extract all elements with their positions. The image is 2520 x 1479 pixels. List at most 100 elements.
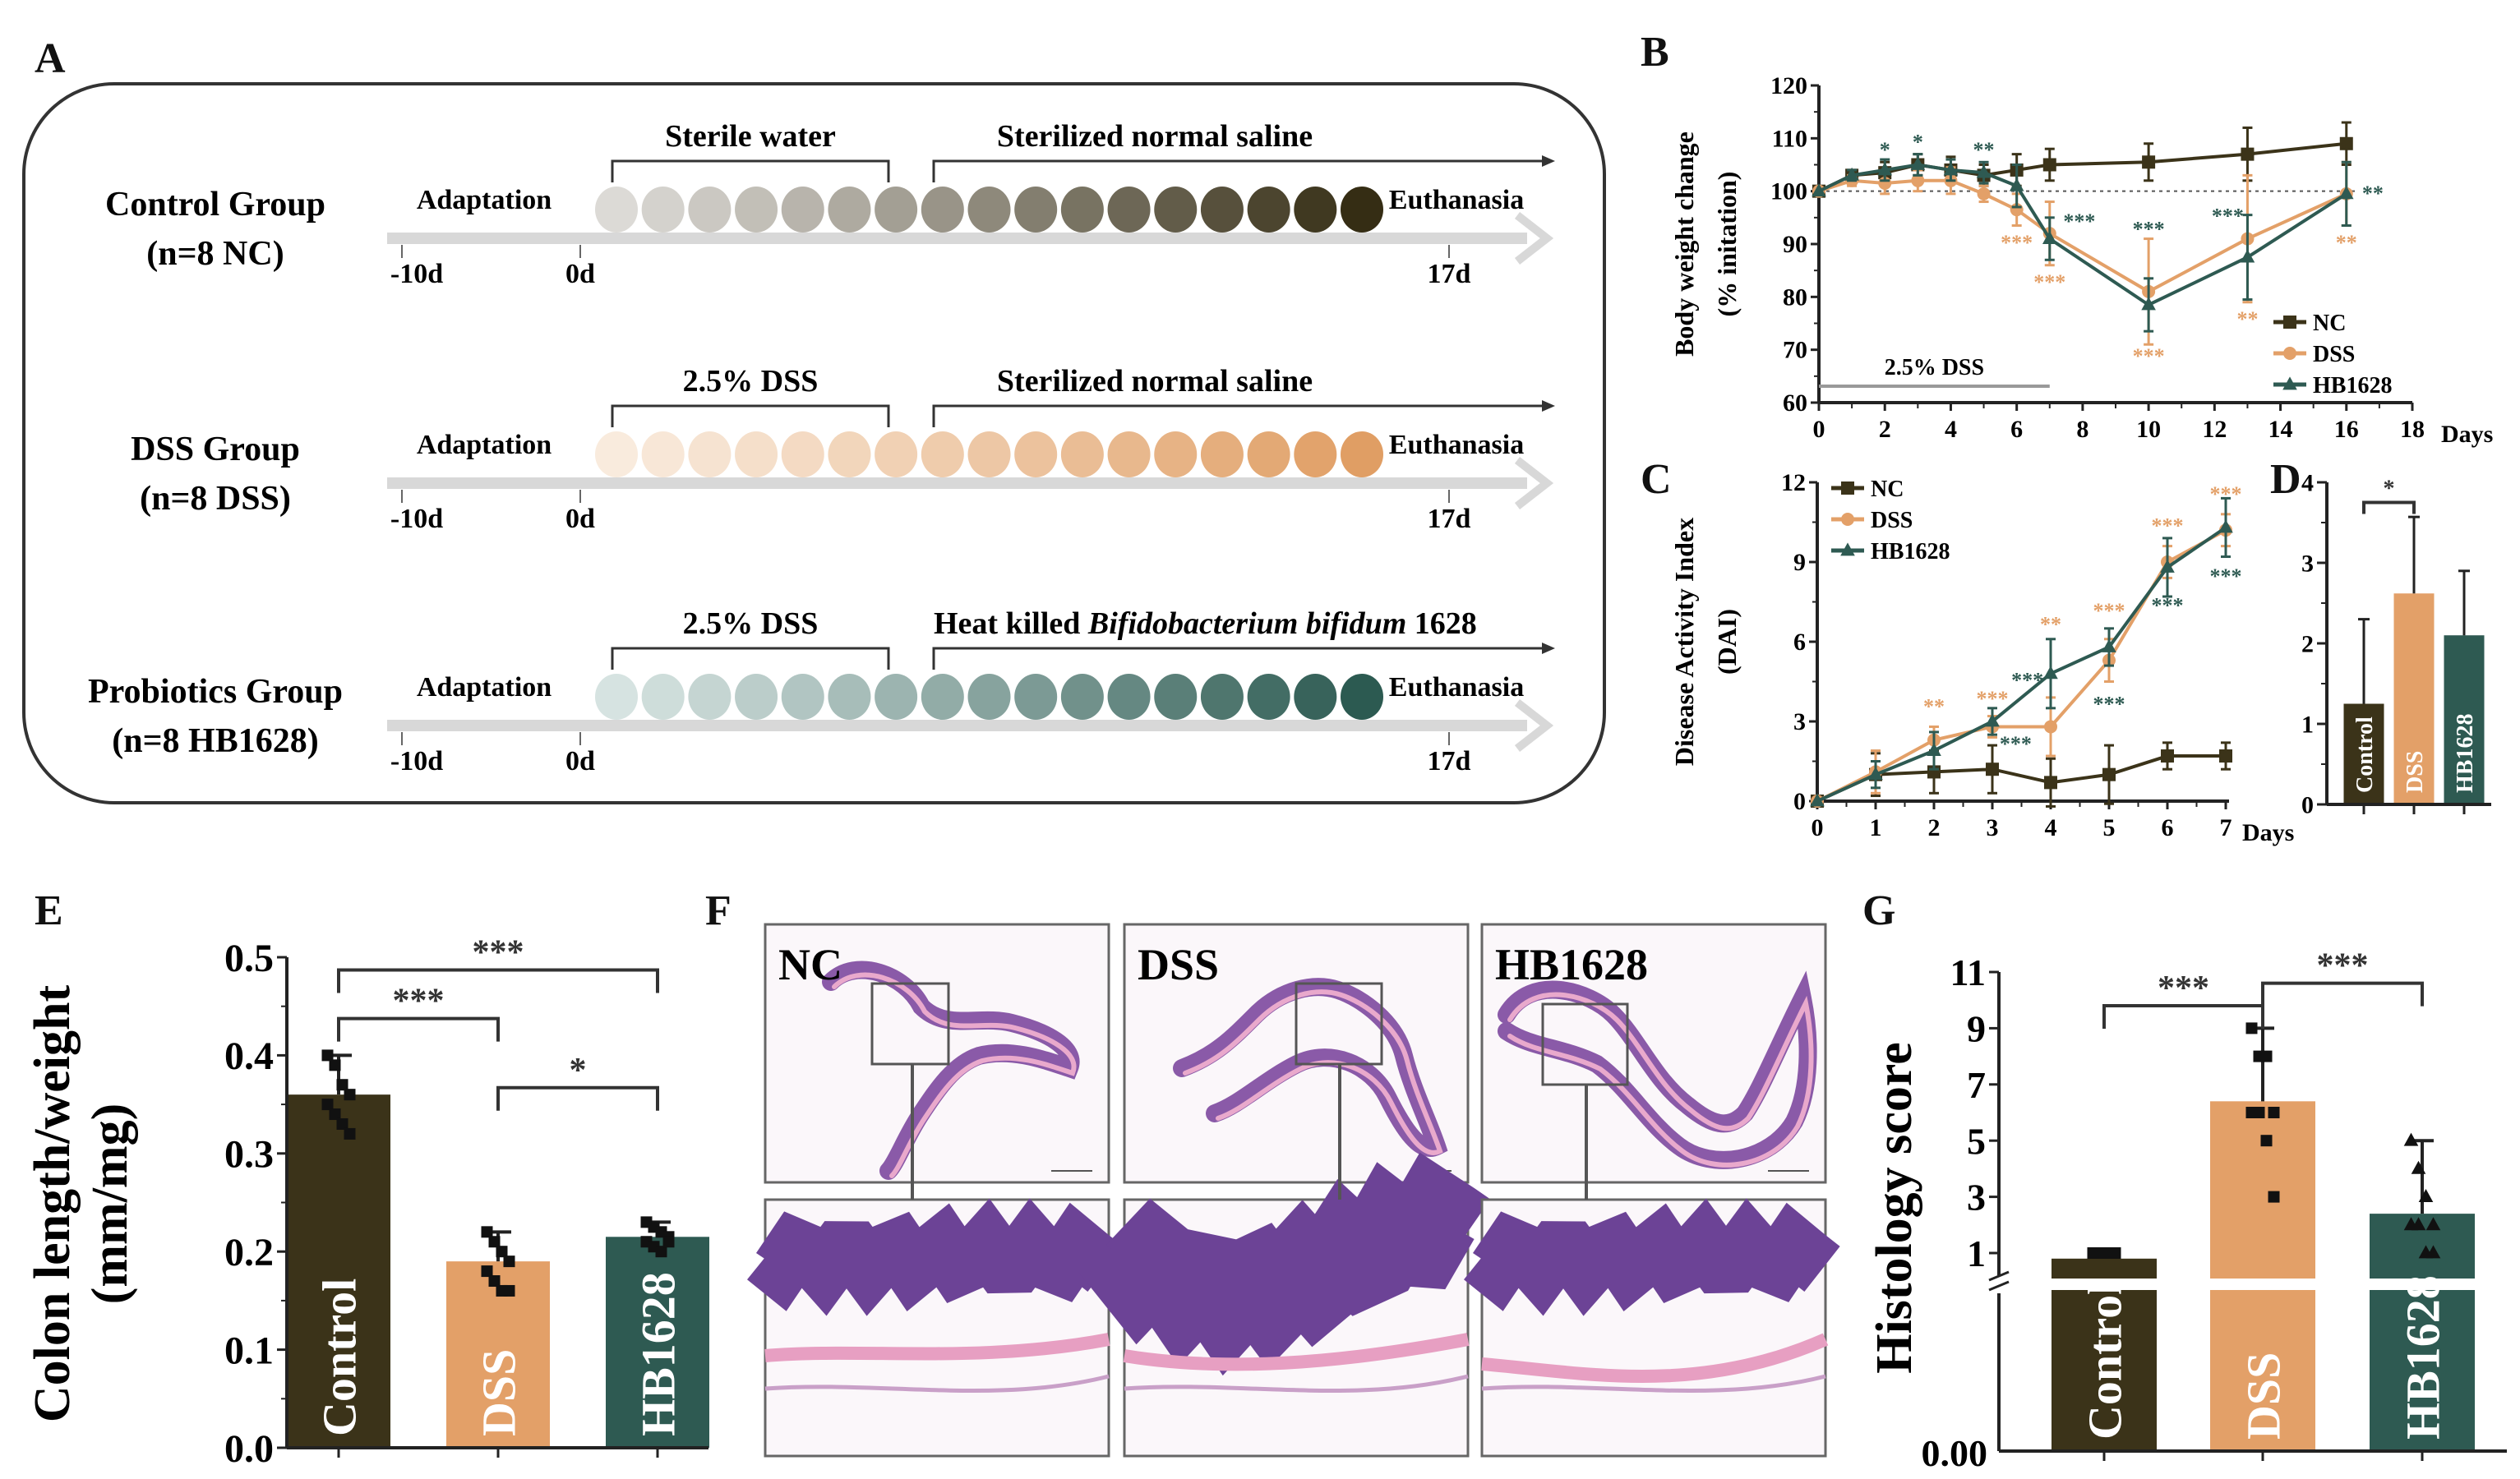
marker-triangle bbox=[1810, 793, 1825, 807]
significance-mark: *** bbox=[1977, 687, 2009, 711]
marker-triangle bbox=[2403, 1132, 2419, 1146]
phase1-bracket bbox=[611, 647, 890, 670]
histology-group-label: HB1628 bbox=[1495, 940, 1648, 989]
serosa-layer bbox=[1481, 1374, 1826, 1394]
day-circle bbox=[921, 431, 964, 477]
day-circle bbox=[735, 431, 778, 477]
series-line bbox=[1816, 754, 2226, 803]
marker-triangle bbox=[1840, 542, 1855, 556]
significance-mark: *** bbox=[2212, 205, 2244, 228]
y-tick-label: 9 bbox=[1967, 1008, 1986, 1050]
marker-circle bbox=[1841, 513, 1854, 526]
significance-bracket bbox=[337, 968, 659, 993]
day-circle bbox=[1014, 187, 1058, 233]
x-tick-label: 8 bbox=[2076, 416, 2088, 443]
data-point bbox=[2245, 1022, 2258, 1034]
day-circle bbox=[1154, 431, 1198, 477]
significance-mark: *** bbox=[2210, 482, 2242, 506]
x-tick-label: 7 bbox=[2220, 814, 2232, 841]
group-name: Control Group bbox=[105, 186, 325, 223]
phase2-label-part: Heat killed bbox=[934, 606, 1088, 641]
y-tick-label: 11 bbox=[1950, 951, 1986, 993]
significance-bracket bbox=[337, 1016, 500, 1042]
data-point bbox=[481, 1226, 493, 1238]
legend-label: DSS bbox=[2313, 342, 2355, 367]
marker-square bbox=[2102, 767, 2116, 781]
y-axis-label: Colon length/weight bbox=[25, 985, 81, 1423]
day-circle bbox=[1107, 431, 1151, 477]
x-tick-label: 12 bbox=[2202, 416, 2227, 443]
muscularis-layer bbox=[764, 1333, 1110, 1362]
day-circle bbox=[688, 187, 732, 233]
group-name: Probiotics Group bbox=[88, 673, 343, 711]
significance-mark: *** bbox=[2011, 668, 2043, 692]
timeline-tick-label: 0d bbox=[565, 746, 595, 776]
adaptation-label: Adaptation bbox=[417, 430, 552, 460]
timeline-tick-label: -10d bbox=[390, 259, 443, 289]
significance-mark: * bbox=[570, 1052, 587, 1090]
data-point bbox=[2094, 1247, 2107, 1259]
day-circle bbox=[1107, 187, 1151, 233]
data-point bbox=[329, 1059, 341, 1071]
series-line bbox=[1818, 178, 2347, 294]
significance-mark: *** bbox=[473, 934, 524, 972]
data-point bbox=[2268, 1191, 2280, 1203]
muscularis-layer bbox=[1481, 1333, 1829, 1383]
day-circle bbox=[967, 674, 1011, 720]
day-circle bbox=[828, 187, 871, 233]
marker-triangle bbox=[2141, 297, 2156, 311]
x-tick-label: 1 bbox=[1870, 814, 1882, 841]
significance-mark: ** bbox=[2336, 231, 2357, 255]
y-tick-label: 0.0 bbox=[224, 1427, 274, 1471]
day-circle bbox=[1294, 431, 1337, 477]
group-name: DSS Group bbox=[131, 431, 300, 468]
day-circle bbox=[781, 674, 824, 720]
phase1-bracket bbox=[611, 159, 890, 182]
phase1-label: 2.5% DSS bbox=[683, 364, 819, 399]
mucosa-crypts bbox=[1079, 1152, 1491, 1376]
axis-break-icon bbox=[1988, 1270, 2010, 1292]
significance-mark: *** bbox=[2133, 218, 2165, 242]
protocol-row-control: Control Group (n=8 NC) Sterile water Steril… bbox=[105, 119, 1555, 289]
day-circle bbox=[688, 674, 732, 720]
data-point bbox=[321, 1049, 334, 1062]
marker-triangle bbox=[1943, 162, 1959, 176]
marker-triangle bbox=[1985, 713, 2000, 727]
x-tick-label: 6 bbox=[2162, 814, 2174, 841]
significance-mark: * bbox=[2384, 477, 2395, 502]
timeline-tick-label: -10d bbox=[390, 746, 443, 776]
day-circle bbox=[1294, 187, 1337, 233]
day-circle bbox=[1294, 674, 1337, 720]
y-axis-label: (DAI) bbox=[1712, 609, 1742, 675]
mucosa-crypts bbox=[1463, 1198, 1840, 1316]
euthanasia-label: Euthanasia bbox=[1389, 672, 1524, 703]
y-tick-label: 80 bbox=[1783, 283, 1807, 311]
data-point bbox=[2260, 1050, 2273, 1062]
bar bbox=[606, 1237, 709, 1448]
marker-square bbox=[2283, 316, 2296, 329]
day-circle bbox=[1060, 674, 1104, 720]
bar-lower bbox=[2210, 1290, 2315, 1451]
dss-period-label: 2.5% DSS bbox=[1885, 355, 1984, 380]
timeline-arrowhead-icon bbox=[1514, 699, 1554, 752]
marker-triangle bbox=[1976, 164, 1992, 178]
tissue-muscle-layer bbox=[832, 972, 1077, 1178]
day-circle bbox=[1200, 674, 1244, 720]
y-tick-label: 0.00 bbox=[1922, 1432, 1988, 1474]
timeline-tick-label: 17d bbox=[1428, 259, 1471, 289]
y-tick-label: 1 bbox=[1967, 1232, 1986, 1274]
histology-group-label: NC bbox=[778, 940, 842, 989]
day-circle bbox=[781, 431, 824, 477]
group-size: (n=8 NC) bbox=[146, 235, 284, 273]
phase1-label: 2.5% DSS bbox=[683, 606, 819, 641]
significance-bracket bbox=[2362, 500, 2416, 514]
day-circle bbox=[921, 674, 964, 720]
marker-triangle bbox=[2411, 1217, 2426, 1231]
marker-triangle bbox=[2425, 1245, 2441, 1259]
group-size: (n=8 HB1628) bbox=[112, 722, 318, 760]
data-point bbox=[2260, 1135, 2273, 1147]
marker-triangle bbox=[1844, 167, 1859, 181]
marker-square bbox=[1986, 763, 1999, 776]
phase2-bracket-arrow bbox=[932, 159, 1544, 182]
